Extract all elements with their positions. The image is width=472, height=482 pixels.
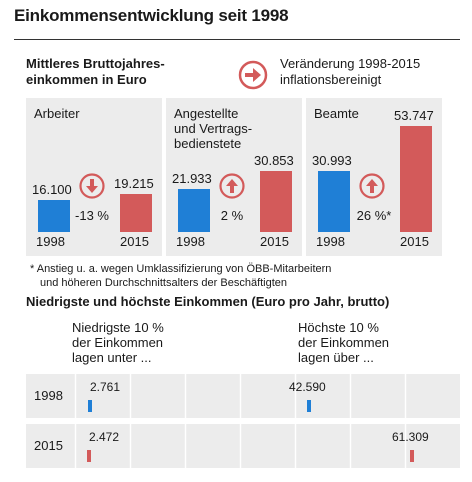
bar-beamte-1998 [318, 171, 350, 232]
footnote-line2: und höheren Durchschnittsalters der Besc… [40, 277, 288, 289]
value-2015-low: 2.472 [89, 430, 120, 444]
x-label-2015: 2015 [260, 234, 289, 249]
change-angestellte: 2 % [220, 208, 244, 223]
legend-change-label-line2: inflationsbereinigt [280, 72, 382, 87]
bar-beamte-2015 [400, 126, 432, 232]
arrow-right-icon [238, 60, 268, 90]
value-1998-high: 42.590 [289, 380, 326, 394]
marker-2015-high [410, 450, 414, 462]
panel-label-arbeiter: Arbeiter [34, 106, 80, 121]
bar-angestellte-1998 [178, 189, 210, 232]
page-title: Einkommensentwicklung seit 1998 [14, 6, 289, 25]
bar-angestellte-2015 [260, 171, 292, 232]
footnote-line1: * Anstieg u. a. wegen Umklassifizierung … [30, 263, 332, 275]
column-header-low-line: lagen unter ... [72, 350, 152, 365]
column-header-low: Niedrigste 10 % der Einkommen lagen unte… [72, 320, 164, 365]
bar-arbeiter-2015 [120, 194, 152, 232]
column-header-high-line: der Einkommen [298, 335, 390, 350]
title-rule [14, 39, 460, 40]
value-2015-high: 61.309 [392, 430, 429, 444]
legend-bar-label: Mittleres Bruttojahres- einkommen in Eur… [26, 56, 165, 88]
column-header-high-line: lagen über ... [298, 350, 374, 365]
panel-label-line: Angestellte [174, 106, 239, 121]
x-label-1998: 1998 [316, 234, 345, 249]
bar-label-arbeiter-2015: 19.215 [114, 176, 154, 191]
bar-label-arbeiter-1998: 16.100 [32, 182, 72, 197]
x-label-2015: 2015 [400, 234, 429, 249]
legend-bar-label-line2: einkommen in Euro [26, 72, 147, 87]
change-arbeiter: -13 % [75, 208, 109, 223]
bar-label-beamte-2015: 53.747 [394, 108, 434, 123]
change-beamte: 26 %* [356, 208, 392, 223]
row-label-2015: 2015 [34, 438, 63, 453]
panel-label-beamte: Beamte [314, 106, 359, 121]
marker-1998-high [307, 400, 311, 412]
marker-1998-low [88, 400, 92, 412]
bar-arbeiter-1998 [38, 200, 70, 232]
panel-label-line: Arbeiter [34, 106, 80, 121]
x-label-1998: 1998 [36, 234, 65, 249]
column-header-high: Höchste 10 % der Einkommen lagen über ..… [298, 320, 389, 365]
footnote: * Anstieg u. a. wegen Umklassifizierung … [30, 262, 331, 290]
value-1998-low: 2.761 [90, 380, 121, 394]
x-label-1998: 1998 [176, 234, 205, 249]
arrow-up-icon [219, 173, 245, 199]
legend-change-label: Veränderung 1998-2015 inflationsbereinig… [280, 56, 420, 88]
x-label-2015: 2015 [120, 234, 149, 249]
band-2015 [26, 424, 460, 468]
panel-label-angestellte: Angestellte und Vertrags- bedienstete [174, 106, 252, 151]
legend-change-label-line1: Veränderung 1998-2015 [280, 56, 421, 71]
arrow-down-icon [79, 173, 105, 199]
row-label-1998: 1998 [34, 388, 63, 403]
bar-label-angestellte-2015: 30.853 [254, 153, 294, 168]
marker-2015-low [87, 450, 91, 462]
column-header-low-line: Niedrigste 10 % [72, 320, 164, 335]
arrow-up-icon [359, 173, 385, 199]
column-header-low-line: der Einkommen [72, 335, 164, 350]
legend-bar-label-line1: Mittleres Bruttojahres- [26, 56, 165, 71]
bar-label-angestellte-1998: 21.933 [172, 171, 212, 186]
panel-label-line: bedienstete [174, 136, 242, 151]
bar-label-beamte-1998: 30.993 [312, 153, 352, 168]
section2-title: Niedrigste und höchste Einkommen (Euro p… [26, 294, 390, 309]
panel-label-line: Beamte [314, 106, 359, 121]
band-1998 [26, 374, 460, 418]
panel-label-line: und Vertrags- [174, 121, 253, 136]
column-header-high-line: Höchste 10 % [298, 320, 379, 335]
